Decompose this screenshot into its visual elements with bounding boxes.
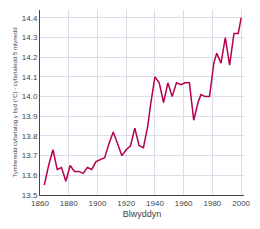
svg-text:1940: 1940 <box>146 199 164 208</box>
svg-text:13.6: 13.6 <box>22 171 38 180</box>
svg-text:14.4: 14.4 <box>22 14 38 23</box>
svg-text:1920: 1920 <box>117 199 135 208</box>
svg-text:1860: 1860 <box>31 199 49 208</box>
svg-text:14.2: 14.2 <box>22 53 38 62</box>
svg-text:13.5: 13.5 <box>22 191 38 200</box>
svg-text:Blwyddyn: Blwyddyn <box>123 209 162 219</box>
svg-text:1880: 1880 <box>60 199 78 208</box>
svg-text:13.9: 13.9 <box>22 112 38 121</box>
svg-text:1960: 1960 <box>175 199 193 208</box>
svg-text:13.8: 13.8 <box>22 132 38 141</box>
svg-text:1980: 1980 <box>203 199 221 208</box>
svg-text:Tymheredd cyfartalog y byd (°C: Tymheredd cyfartalog y byd (°C) - cyfart… <box>12 27 18 177</box>
svg-text:14.3: 14.3 <box>22 33 38 42</box>
svg-text:14.1: 14.1 <box>22 73 38 82</box>
svg-text:1900: 1900 <box>89 199 107 208</box>
svg-text:2000: 2000 <box>232 199 250 208</box>
svg-text:13.7: 13.7 <box>22 151 38 160</box>
svg-text:14.0: 14.0 <box>22 92 38 101</box>
